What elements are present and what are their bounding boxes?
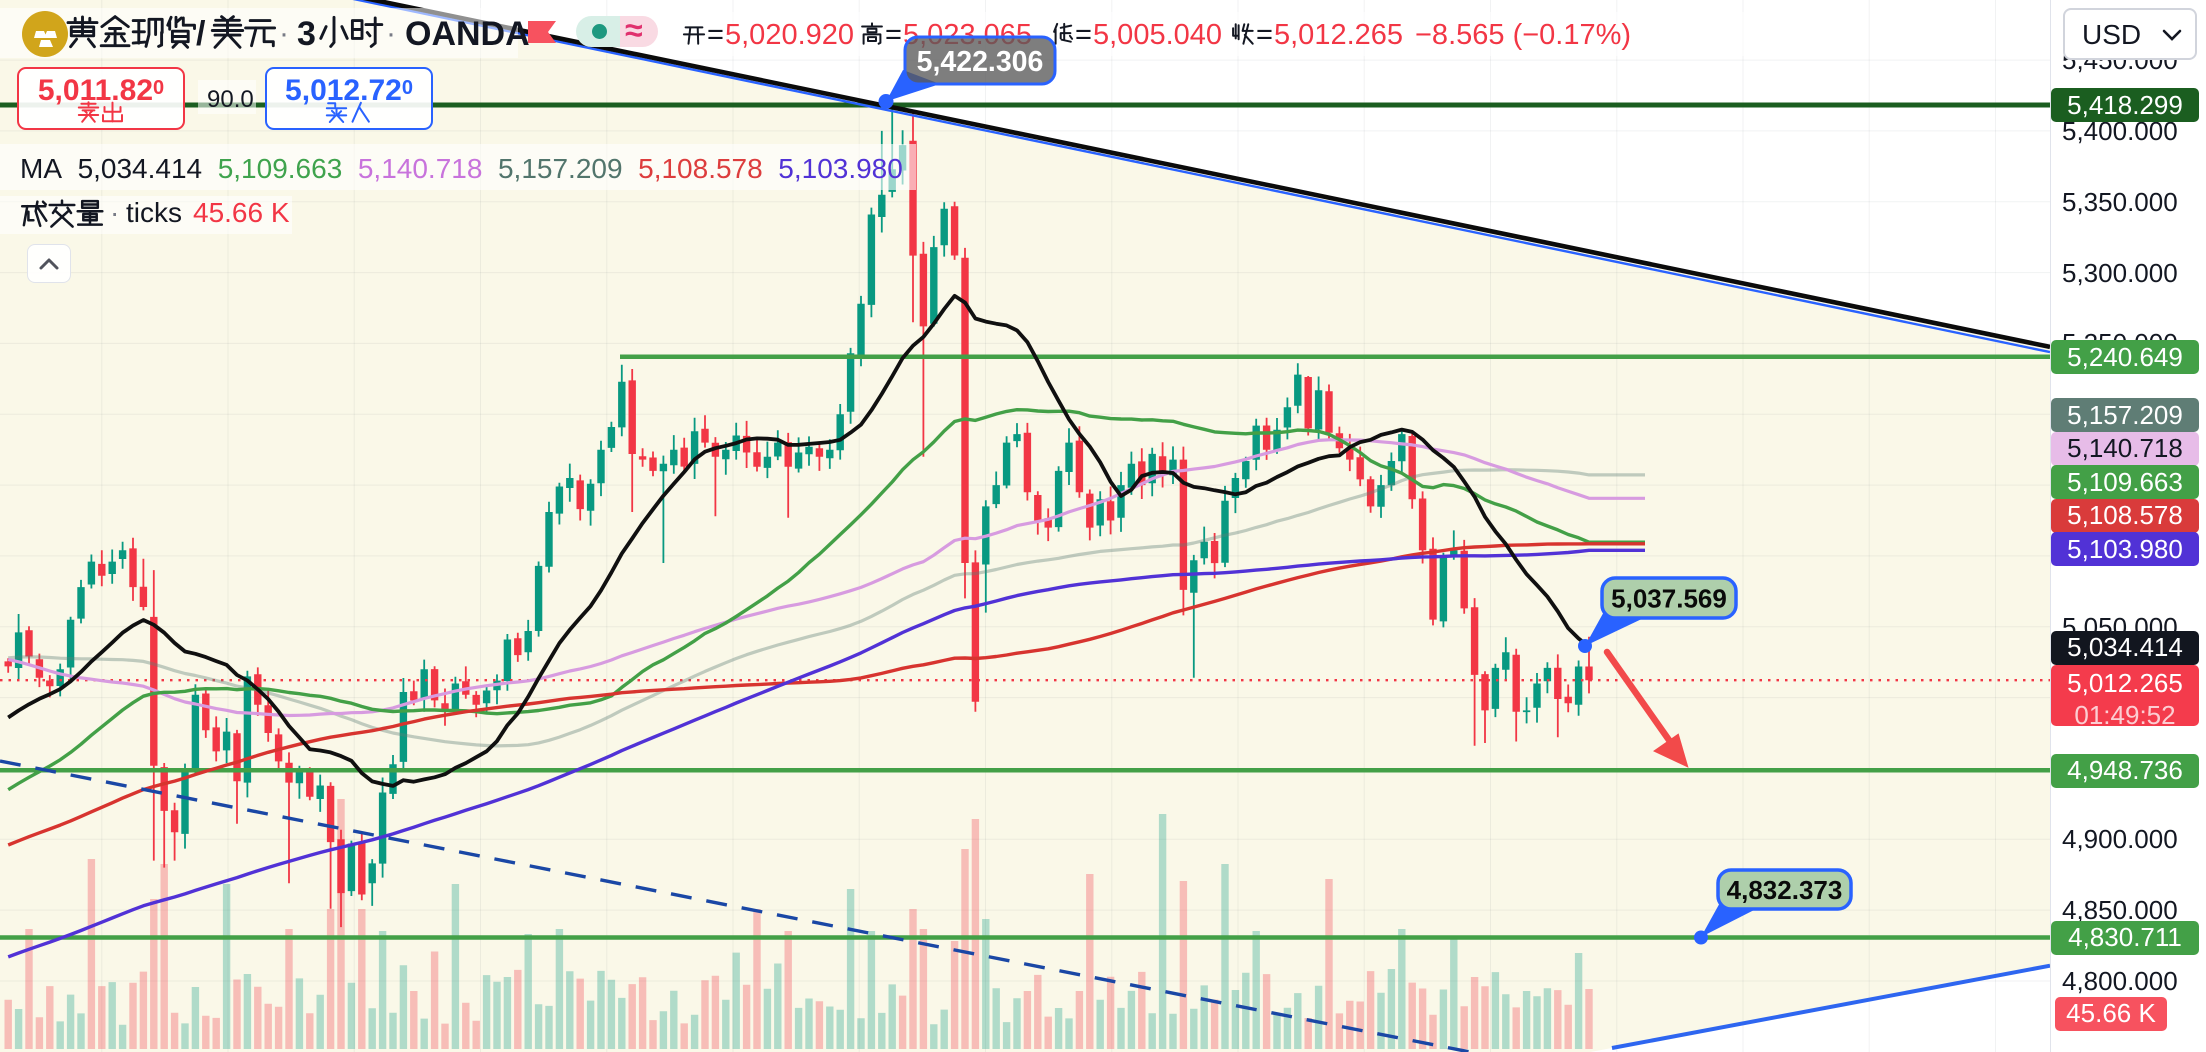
svg-text:5,005.040: 5,005.040 bbox=[1093, 19, 1222, 51]
svg-text:·: · bbox=[110, 197, 119, 228]
svg-text:·: · bbox=[279, 17, 289, 50]
svg-text:3: 3 bbox=[297, 15, 316, 53]
svg-text:ticks: ticks bbox=[126, 197, 182, 228]
svg-text:5,012.265: 5,012.265 bbox=[1274, 19, 1403, 51]
svg-text:−8.565 (−0.17%): −8.565 (−0.17%) bbox=[1415, 19, 1631, 51]
svg-text:/: / bbox=[196, 15, 206, 53]
svg-text:4,832.373: 4,832.373 bbox=[1727, 875, 1843, 905]
svg-text:=: = bbox=[1075, 19, 1092, 51]
svg-text:5,020.920: 5,020.920 bbox=[725, 19, 854, 51]
svg-text:5,422.306: 5,422.306 bbox=[917, 46, 1044, 78]
svg-text:·: · bbox=[386, 17, 396, 50]
svg-text:OANDA: OANDA bbox=[405, 15, 530, 53]
svg-text:=: = bbox=[885, 19, 902, 51]
svg-text:45.66 K: 45.66 K bbox=[193, 197, 290, 228]
svg-text:=: = bbox=[707, 19, 724, 51]
svg-text:5,037.569: 5,037.569 bbox=[1611, 583, 1727, 613]
svg-text:=: = bbox=[1256, 19, 1273, 51]
